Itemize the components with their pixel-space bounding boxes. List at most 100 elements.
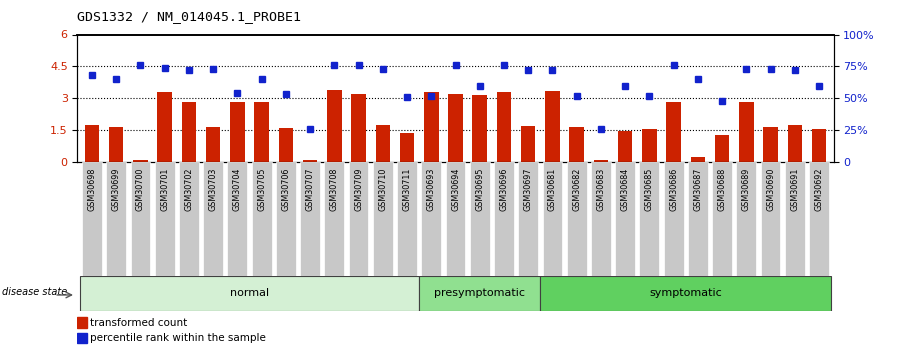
Bar [419,276,540,310]
FancyBboxPatch shape [203,162,223,276]
Text: GSM30685: GSM30685 [645,168,654,211]
Text: GSM30706: GSM30706 [281,168,291,211]
FancyBboxPatch shape [518,162,538,276]
FancyBboxPatch shape [276,162,296,276]
Text: GSM30708: GSM30708 [330,168,339,211]
FancyBboxPatch shape [712,162,732,276]
Text: GSM30700: GSM30700 [136,168,145,211]
FancyBboxPatch shape [107,162,126,276]
Bar [763,127,778,162]
Text: GSM30694: GSM30694 [451,168,460,211]
FancyBboxPatch shape [470,162,490,276]
FancyBboxPatch shape [785,162,804,276]
Bar [473,95,487,162]
FancyBboxPatch shape [567,162,587,276]
Text: GSM30696: GSM30696 [499,168,508,211]
FancyBboxPatch shape [130,162,150,276]
Text: presymptomatic: presymptomatic [435,288,526,298]
Bar [158,92,172,162]
Bar [181,101,196,162]
Text: GSM30698: GSM30698 [87,168,97,211]
FancyBboxPatch shape [228,162,247,276]
Text: transformed count: transformed count [89,318,187,328]
Text: GSM30690: GSM30690 [766,168,775,211]
Text: GSM30703: GSM30703 [209,168,218,211]
Bar [521,126,536,162]
Text: GSM30682: GSM30682 [572,168,581,211]
Text: GSM30705: GSM30705 [257,168,266,211]
Bar [787,125,802,162]
Bar [618,131,632,162]
Bar [352,93,366,162]
Bar [400,133,415,162]
FancyBboxPatch shape [615,162,635,276]
Bar [594,160,609,162]
Bar [85,125,99,162]
Text: GSM30711: GSM30711 [403,168,412,211]
Text: GSM30701: GSM30701 [160,168,169,211]
Bar [715,135,730,162]
Text: GSM30684: GSM30684 [620,168,630,211]
FancyBboxPatch shape [809,162,829,276]
Text: GSM30689: GSM30689 [742,168,751,211]
Bar [77,317,87,328]
Bar [327,90,342,162]
Text: GSM30704: GSM30704 [233,168,242,211]
Text: normal: normal [230,288,269,298]
FancyBboxPatch shape [445,162,466,276]
FancyBboxPatch shape [179,162,199,276]
FancyBboxPatch shape [349,162,368,276]
Text: GSM30709: GSM30709 [354,168,363,211]
Bar [666,102,681,162]
FancyBboxPatch shape [251,162,271,276]
Text: GSM30710: GSM30710 [378,168,387,211]
FancyBboxPatch shape [664,162,683,276]
Bar [739,102,753,162]
Bar [448,93,463,162]
Bar [496,92,511,162]
FancyBboxPatch shape [494,162,514,276]
FancyBboxPatch shape [688,162,708,276]
FancyBboxPatch shape [397,162,417,276]
Bar [540,276,831,310]
Bar [812,129,826,162]
FancyBboxPatch shape [300,162,320,276]
Text: symptomatic: symptomatic [650,288,722,298]
Text: GSM30699: GSM30699 [112,168,121,211]
Bar [230,101,245,162]
Bar [254,102,269,162]
FancyBboxPatch shape [591,162,611,276]
Text: GSM30692: GSM30692 [814,168,824,211]
FancyBboxPatch shape [736,162,756,276]
FancyBboxPatch shape [82,162,102,276]
Text: GSM30688: GSM30688 [718,168,727,211]
FancyBboxPatch shape [324,162,344,276]
Text: GSM30693: GSM30693 [426,168,435,211]
Bar [77,333,87,344]
Bar [642,129,657,162]
Bar [206,127,220,162]
FancyBboxPatch shape [761,162,781,276]
Text: GDS1332 / NM_014045.1_PROBE1: GDS1332 / NM_014045.1_PROBE1 [77,10,302,23]
Text: GSM30686: GSM30686 [669,168,678,211]
Text: disease state: disease state [2,287,67,296]
Text: GSM30683: GSM30683 [597,168,606,211]
Text: GSM30695: GSM30695 [476,168,485,211]
Text: GSM30707: GSM30707 [305,168,314,211]
FancyBboxPatch shape [421,162,441,276]
Bar [569,127,584,162]
FancyBboxPatch shape [640,162,660,276]
Bar [80,276,419,310]
Text: GSM30702: GSM30702 [184,168,193,211]
Bar [691,157,705,162]
Text: GSM30681: GSM30681 [548,168,557,211]
FancyBboxPatch shape [543,162,562,276]
Bar [375,125,390,162]
Bar [109,127,124,162]
Text: GSM30697: GSM30697 [524,168,533,211]
Bar [279,128,293,162]
Text: GSM30691: GSM30691 [790,168,799,211]
Bar [424,92,438,162]
Bar [133,160,148,162]
Text: percentile rank within the sample: percentile rank within the sample [89,333,265,343]
